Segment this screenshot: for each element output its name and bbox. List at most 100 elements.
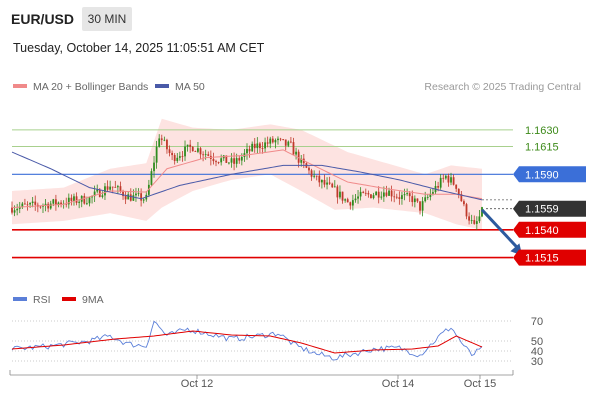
level-tag bbox=[513, 221, 586, 238]
candle-body bbox=[158, 138, 161, 147]
candle-body bbox=[318, 175, 321, 183]
timeframe-badge[interactable]: 30 MIN bbox=[82, 7, 132, 31]
candle-body bbox=[261, 148, 264, 149]
candle-body bbox=[124, 196, 127, 200]
candle-body bbox=[346, 199, 349, 203]
time-axis: Oct 12 Oct 14 Oct 15 bbox=[9, 370, 514, 390]
candle-body bbox=[320, 179, 323, 183]
candle-body bbox=[111, 186, 114, 188]
candle-body bbox=[191, 146, 194, 152]
candle-body bbox=[450, 177, 452, 183]
candle-body bbox=[313, 175, 316, 177]
candle-body bbox=[168, 149, 171, 153]
candle-body bbox=[408, 193, 411, 197]
candle-body bbox=[52, 199, 55, 204]
candle-body bbox=[444, 175, 447, 179]
candle-body bbox=[166, 139, 168, 150]
candle-body bbox=[31, 201, 34, 203]
candle-body bbox=[277, 138, 279, 141]
rsi-tick-label: 30 bbox=[531, 356, 543, 368]
candle-body bbox=[424, 197, 427, 202]
candle-body bbox=[388, 190, 390, 196]
candle-body bbox=[290, 141, 292, 143]
candle-body bbox=[326, 182, 328, 185]
ma50-legend-label: MA 50 bbox=[175, 81, 205, 93]
candle-body bbox=[155, 146, 158, 163]
candle-body bbox=[189, 144, 192, 147]
candle-body bbox=[354, 198, 357, 201]
candle-body bbox=[83, 195, 86, 204]
candle-body bbox=[204, 154, 207, 156]
candle-body bbox=[197, 148, 199, 152]
candle-body bbox=[178, 156, 181, 158]
candle-body bbox=[367, 193, 370, 195]
ma20-line bbox=[11, 149, 483, 209]
candle-body bbox=[60, 202, 62, 205]
candle-body bbox=[357, 196, 359, 199]
candle-body bbox=[235, 158, 238, 164]
rsi-legend-swatch bbox=[13, 297, 27, 301]
candle-body bbox=[116, 186, 119, 188]
candle-body bbox=[39, 206, 42, 208]
candle-body bbox=[171, 152, 174, 156]
candle-body bbox=[88, 197, 91, 204]
candle-body bbox=[463, 201, 465, 205]
candle-body bbox=[390, 190, 393, 197]
candle-body bbox=[401, 195, 403, 199]
candle-body bbox=[370, 194, 372, 199]
candle-body bbox=[328, 182, 331, 184]
ma20-legend-label: MA 20 + Bollinger Bands bbox=[33, 81, 148, 93]
candle-body bbox=[253, 143, 256, 149]
candle-body bbox=[129, 194, 132, 201]
candle-body bbox=[416, 198, 419, 202]
projection-arrow-shaft bbox=[480, 208, 521, 251]
candle-body bbox=[184, 146, 186, 157]
candle-body bbox=[194, 151, 197, 152]
candle-body bbox=[11, 207, 13, 213]
candle-body bbox=[406, 193, 409, 195]
candle-body bbox=[475, 221, 478, 224]
candle-body bbox=[233, 158, 235, 164]
candle-body bbox=[308, 167, 310, 171]
candle-body bbox=[266, 142, 269, 144]
candle-body bbox=[359, 191, 362, 197]
candle-body bbox=[163, 139, 166, 141]
candle-body bbox=[287, 141, 290, 146]
candle-body bbox=[256, 143, 259, 149]
candle-body bbox=[432, 192, 434, 194]
x-tick-label: Oct 14 bbox=[382, 378, 414, 390]
level-tag bbox=[513, 166, 586, 183]
candle-body bbox=[34, 201, 37, 205]
candle-body bbox=[85, 203, 88, 205]
candle-body bbox=[393, 196, 396, 198]
candle-body bbox=[16, 208, 19, 211]
candle-body bbox=[349, 202, 352, 206]
candle-body bbox=[248, 148, 251, 152]
candle-body bbox=[259, 143, 261, 149]
candle-body bbox=[315, 175, 318, 177]
chart-credit: Research © 2025 Trading Central bbox=[424, 81, 581, 93]
rsi-ma-line bbox=[11, 330, 483, 354]
candle-body bbox=[470, 220, 473, 221]
candle-body bbox=[57, 202, 60, 205]
candle-body bbox=[385, 192, 388, 196]
rsi-tick-label: 50 bbox=[531, 336, 543, 348]
candle-body bbox=[264, 142, 266, 149]
candle-body bbox=[240, 156, 243, 161]
candle-body bbox=[292, 142, 295, 155]
candle-body bbox=[395, 196, 398, 198]
timestamp: Tuesday, October 14, 2025 11:05:51 AM CE… bbox=[13, 41, 265, 55]
candle-body bbox=[442, 177, 445, 179]
candle-body bbox=[96, 189, 99, 192]
candle-body bbox=[160, 138, 163, 140]
rsi-tick-label: 40 bbox=[531, 346, 543, 358]
candle-body bbox=[101, 195, 104, 197]
candle-body bbox=[282, 139, 285, 140]
level-tag bbox=[513, 200, 586, 217]
candle-body bbox=[18, 206, 21, 209]
level-label: 1.1559 bbox=[525, 204, 559, 216]
candle-body bbox=[140, 193, 143, 201]
candle-body bbox=[21, 203, 24, 207]
